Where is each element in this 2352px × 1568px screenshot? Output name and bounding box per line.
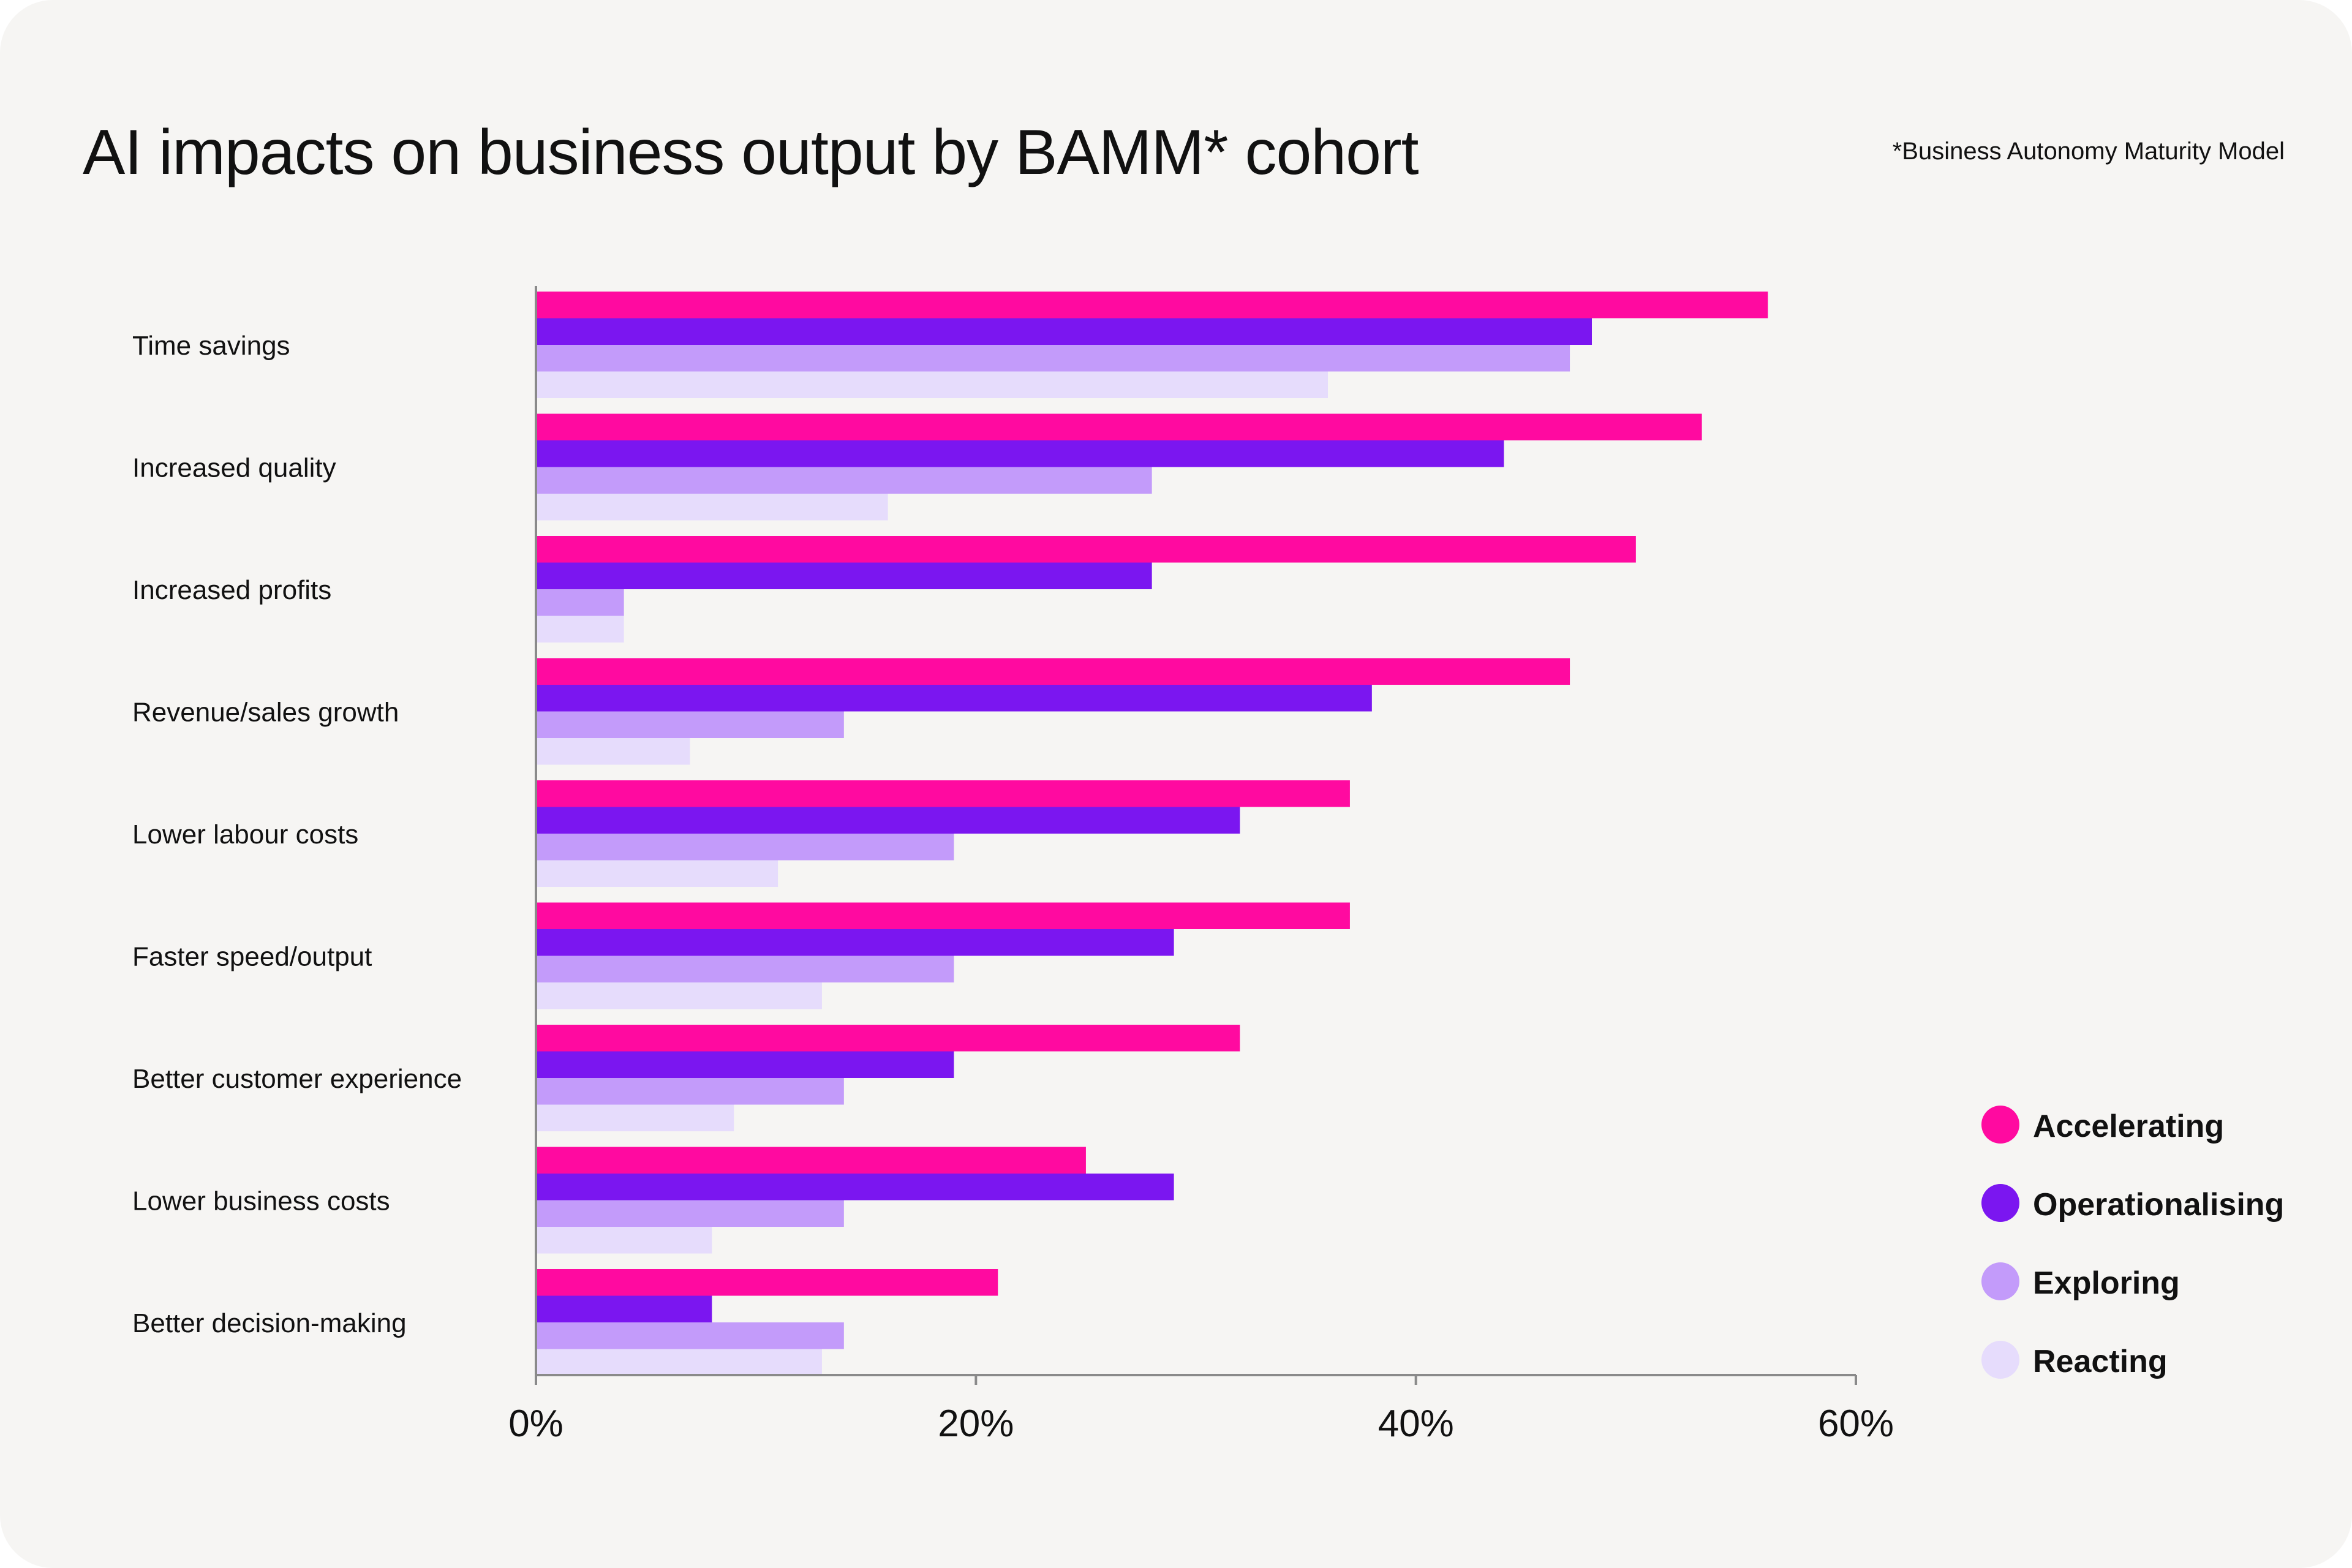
- bar-reacting-0: [536, 371, 1328, 398]
- category-label: Lower labour costs: [132, 820, 358, 850]
- bar-operationalising-6: [536, 1051, 954, 1078]
- legend-swatch: [1981, 1262, 2019, 1300]
- legend-label: Accelerating: [2033, 1109, 2225, 1144]
- legend-swatch: [1981, 1184, 2019, 1222]
- legend-label: Reacting: [2033, 1344, 2168, 1379]
- category-label: Faster speed/output: [132, 942, 372, 972]
- bar-operationalising-2: [536, 562, 1152, 589]
- bar-reacting-5: [536, 982, 822, 1009]
- bar-accelerating-3: [536, 658, 1570, 685]
- bar-exploring-4: [536, 834, 954, 861]
- category-label: Increased quality: [132, 453, 336, 483]
- bar-accelerating-5: [536, 902, 1350, 929]
- bar-exploring-5: [536, 956, 954, 982]
- bar-reacting-6: [536, 1104, 734, 1131]
- footnote: *Business Autonomy Maturity Model: [1892, 138, 2285, 165]
- bar-accelerating-2: [536, 536, 1636, 563]
- bar-exploring-1: [536, 467, 1152, 494]
- bar-accelerating-8: [536, 1269, 998, 1296]
- bar-operationalising-4: [536, 807, 1240, 834]
- legend-swatch: [1981, 1106, 2019, 1144]
- bar-operationalising-0: [536, 318, 1592, 345]
- chart-title: AI impacts on business output by BAMM* c…: [83, 117, 1419, 188]
- bar-operationalising-7: [536, 1174, 1174, 1200]
- bar-accelerating-4: [536, 780, 1350, 807]
- category-label: Revenue/sales growth: [132, 698, 399, 728]
- bar-reacting-7: [536, 1227, 712, 1254]
- bar-reacting-3: [536, 738, 690, 765]
- category-label: Better customer experience: [132, 1064, 462, 1094]
- bar-exploring-2: [536, 589, 624, 616]
- bar-reacting-1: [536, 494, 888, 521]
- bar-exploring-7: [536, 1200, 844, 1227]
- bar-reacting-2: [536, 616, 624, 643]
- bar-accelerating-0: [536, 292, 1768, 318]
- legend-label: Exploring: [2033, 1265, 2180, 1301]
- bar-operationalising-1: [536, 440, 1504, 467]
- bar-exploring-8: [536, 1322, 844, 1349]
- bar-exploring-3: [536, 711, 844, 738]
- bar-exploring-0: [536, 345, 1570, 372]
- bar-operationalising-3: [536, 685, 1372, 712]
- legend-label: Operationalising: [2033, 1187, 2285, 1223]
- bar-exploring-6: [536, 1078, 844, 1105]
- category-label: Time savings: [132, 331, 290, 361]
- bar-accelerating-6: [536, 1025, 1240, 1052]
- category-label: Lower business costs: [132, 1186, 390, 1216]
- bar-operationalising-8: [536, 1295, 712, 1322]
- legend-swatch: [1981, 1341, 2019, 1379]
- x-tick-label: 40%: [1378, 1403, 1454, 1445]
- x-tick-label: 60%: [1818, 1403, 1894, 1445]
- bar-reacting-4: [536, 860, 778, 887]
- bar-accelerating-1: [536, 413, 1702, 440]
- x-tick-label: 20%: [938, 1403, 1014, 1445]
- bar-accelerating-7: [536, 1147, 1086, 1174]
- bar-reacting-8: [536, 1349, 822, 1376]
- x-tick-label: 0%: [508, 1403, 564, 1445]
- category-label: Increased profits: [132, 575, 331, 605]
- bar-operationalising-5: [536, 929, 1174, 956]
- category-label: Better decision-making: [132, 1308, 407, 1338]
